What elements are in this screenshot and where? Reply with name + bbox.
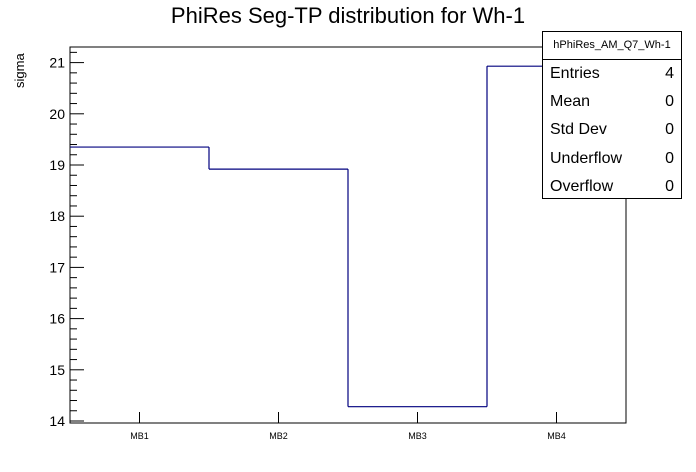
y-tick-label: 21: [49, 55, 65, 71]
stats-value: 0: [665, 93, 674, 111]
stats-label: Mean: [550, 93, 591, 111]
y-tick-label: 20: [49, 106, 65, 122]
y-tick-label: 19: [49, 157, 65, 173]
stats-histogram-name: hPhiRes_AM_Q7_Wh-1: [543, 32, 681, 60]
chart-title: PhiRes Seg-TP distribution for Wh-1: [170, 3, 526, 28]
stats-label: Overflow: [550, 177, 614, 195]
y-tick-label: 16: [49, 311, 65, 327]
stats-row-entries: Entries 4: [543, 60, 681, 88]
y-tick-label: 15: [49, 362, 65, 378]
y-tick-label: 14: [49, 413, 65, 429]
stats-value: 0: [665, 177, 674, 195]
stats-value: 0: [665, 121, 674, 139]
y-tick-label: 17: [49, 259, 65, 275]
stats-label: Underflow: [550, 149, 623, 167]
stats-row-mean: Mean 0: [543, 88, 681, 116]
x-tick-label: MB3: [408, 431, 427, 441]
stats-value: 0: [665, 149, 674, 167]
stats-row-std-dev: Std Dev 0: [543, 116, 681, 144]
x-tick-label: MB4: [547, 431, 566, 441]
data-series: [70, 65, 626, 408]
stats-value: 4: [665, 65, 674, 82]
stats-label: Std Dev: [550, 121, 607, 139]
x-tick-label: MB1: [130, 431, 149, 441]
stats-row-overflow: Overflow 0: [543, 173, 681, 201]
stats-label: Entries: [550, 65, 600, 82]
stats-box: hPhiRes_AM_Q7_Wh-1 Entries 4 Mean 0 Std …: [542, 31, 682, 199]
y-tick-label: 18: [49, 208, 65, 224]
stats-row-underflow: Underflow 0: [543, 145, 681, 173]
plot-frame: [69, 46, 627, 424]
x-tick-label: MB2: [269, 431, 288, 441]
x-axis: MB1 MB2 MB3 MB4: [130, 412, 566, 441]
y-axis: 14 15 16 17 18 19 20 21: [49, 51, 84, 429]
